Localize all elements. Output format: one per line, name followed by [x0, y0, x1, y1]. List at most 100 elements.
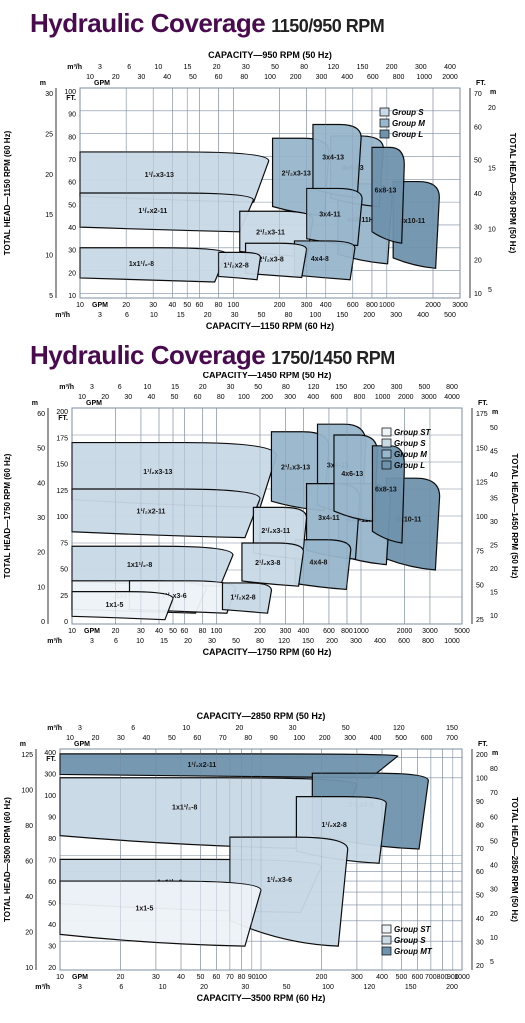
x-tick-gpm-top: 1000 [375, 394, 391, 401]
y-tick-m-left: 20 [25, 930, 33, 937]
y-tick-ft-right: 30 [474, 224, 482, 231]
x-unit-m3h-bottom: m³/h [35, 984, 50, 991]
region-label: 4x4-8 [310, 560, 328, 567]
x-tick-gpm-bottom: 3000 [452, 302, 468, 309]
x-tick-gpm-bottom: 5000 [454, 628, 470, 635]
y-unit-m-right: m [492, 409, 498, 416]
x-tick-m3h-bottom: 150 [302, 638, 314, 645]
x-tick-m3h-bottom: 3 [98, 312, 102, 319]
x-tick-gpm-top: 800 [354, 394, 366, 401]
x-tick-gpm-top: 600 [421, 735, 433, 742]
region-label: 1x1¹/₂-8 [172, 805, 197, 812]
y-tick-ft-right: 20 [474, 258, 482, 265]
y-unit-m-right: m [490, 89, 496, 96]
x-tick-gpm-top: 600 [331, 394, 343, 401]
x-tick-gpm-top: 50 [171, 394, 179, 401]
y-tick-ft-left: 30 [68, 248, 76, 255]
x-tick-gpm-bottom: 20 [122, 302, 130, 309]
x-tick-m3h-bottom: 15 [177, 312, 185, 319]
region-label: 2¹/₂x3-11 [256, 229, 285, 236]
x-tick-gpm-top: 3000 [421, 394, 437, 401]
y-tick-m-left: 100 [21, 788, 33, 795]
y-unit-ft-right: FT. [478, 741, 488, 748]
region-label: 1¹/₂x3-6 [267, 877, 292, 884]
x-tick-gpm-bottom: 90 [248, 974, 256, 981]
x-tick-m3h-bottom: 6 [119, 984, 123, 991]
region-label: 8x10-11 [396, 517, 421, 524]
x-tick-gpm-bottom: 500 [396, 974, 408, 981]
region-label: 4x6-13 [341, 471, 363, 478]
y-tick-ft-left: 100 [64, 89, 76, 96]
x-tick-m3h-top: 30 [289, 725, 297, 732]
x-tick-gpm-top: 60 [194, 394, 202, 401]
x-tick-gpm-bottom: 800 [366, 302, 378, 309]
x-tick-gpm-bottom: 200 [254, 628, 266, 635]
x-axis-title-top: CAPACITY—2850 RPM (50 Hz) [197, 711, 326, 721]
x-tick-m3h-bottom: 400 [374, 638, 386, 645]
x-tick-gpm-top: 20 [101, 394, 109, 401]
y-tick-m-left: 25 [45, 131, 53, 138]
x-tick-gpm-bottom: 70 [226, 974, 234, 981]
chart-1150-950: 1¹/₂x3-131¹/₂x2-111x1¹/₂-82¹/₂x3-134x6-1… [3, 50, 517, 331]
x-tick-gpm-bottom: 200 [274, 302, 286, 309]
y-tick-ft-left: 150 [56, 462, 68, 469]
legend-swatch [381, 946, 392, 956]
y-tick-ft-left: 100 [44, 793, 56, 800]
x-tick-gpm-top: 20 [92, 735, 100, 742]
y-tick-ft-left: 100 [56, 514, 68, 521]
x-tick-m3h-top: 80 [282, 384, 290, 391]
x-tick-m3h-top: 20 [236, 725, 244, 732]
y-unit-ft-right: FT. [476, 80, 486, 87]
x-tick-gpm-top: 10 [86, 74, 94, 81]
y-unit-ft-left: FT. [46, 756, 56, 763]
region-label: 1¹/₂x2-11 [138, 208, 167, 215]
x-tick-m3h-top: 20 [213, 64, 221, 71]
x-tick-gpm-bottom: 30 [137, 628, 145, 635]
y-tick-m-right: 40 [490, 863, 498, 870]
x-tick-m3h-top: 120 [308, 384, 320, 391]
y-axis-title-right: TOTAL HEAD—1450 RPM (50 Hz) [510, 454, 519, 579]
legend-label: Group ST [394, 428, 432, 437]
y-unit-m-left: m [32, 400, 38, 407]
legend-swatch [379, 118, 390, 128]
x-tick-m3h-bottom: 80 [285, 312, 293, 319]
x-tick-m3h-bottom: 100 [322, 984, 334, 991]
x-tick-gpm-top: 40 [163, 74, 171, 81]
x-axis-title-bottom: CAPACITY—1150 RPM (60 Hz) [206, 321, 334, 331]
x-tick-m3h-top: 50 [342, 725, 350, 732]
y-tick-m-right: 70 [490, 790, 498, 797]
x-tick-m3h-bottom: 30 [231, 312, 239, 319]
x-tick-m3h-bottom: 200 [363, 312, 375, 319]
legend-label: Group L [394, 461, 425, 470]
x-tick-m3h-top: 150 [446, 725, 458, 732]
region-label: 2¹/₂x3-8 [255, 560, 280, 567]
x-tick-gpm-top: 80 [244, 735, 252, 742]
x-tick-gpm-top: 200 [319, 735, 331, 742]
y-tick-ft-right: 10 [474, 291, 482, 298]
x-tick-m3h-top: 400 [444, 64, 456, 71]
region-label: 6x8-13 [375, 188, 397, 195]
x-tick-m3h-bottom: 400 [417, 312, 429, 319]
y-tick-ft-left: 40 [48, 922, 56, 929]
x-tick-gpm-top: 400 [341, 74, 353, 81]
legend-swatch [381, 438, 392, 448]
x-tick-m3h-top: 3 [90, 384, 94, 391]
chart-1750-1450: 1¹/₂x3-13 1¹/₂x2-11 1x1¹/₂-8 8x10-11 2¹/₂x3-… [3, 372, 519, 657]
x-tick-gpm-bottom: 1000 [379, 302, 395, 309]
x-tick-m3h-top: 30 [242, 64, 250, 71]
y-tick-m-left: 5 [49, 293, 53, 300]
legend-swatch [381, 449, 392, 459]
x-tick-gpm-top: 10 [66, 735, 74, 742]
y-tick-m-right: 10 [490, 935, 498, 942]
x-tick-m3h-top: 200 [363, 384, 375, 391]
y-unit-m-left: m [40, 80, 46, 87]
y-tick-m-right: 5 [490, 959, 494, 966]
y-tick-ft-right: 100 [476, 775, 488, 782]
x-tick-m3h-bottom: 10 [136, 638, 144, 645]
y-tick-m-right: 60 [490, 814, 498, 821]
x-tick-m3h-top: 80 [300, 64, 308, 71]
title-text: Hydraulic Coverage [30, 340, 266, 370]
x-tick-gpm-bottom: 900 [447, 974, 459, 981]
y-tick-ft-left: 40 [68, 225, 76, 232]
x-tick-gpm-top: 30 [138, 74, 146, 81]
